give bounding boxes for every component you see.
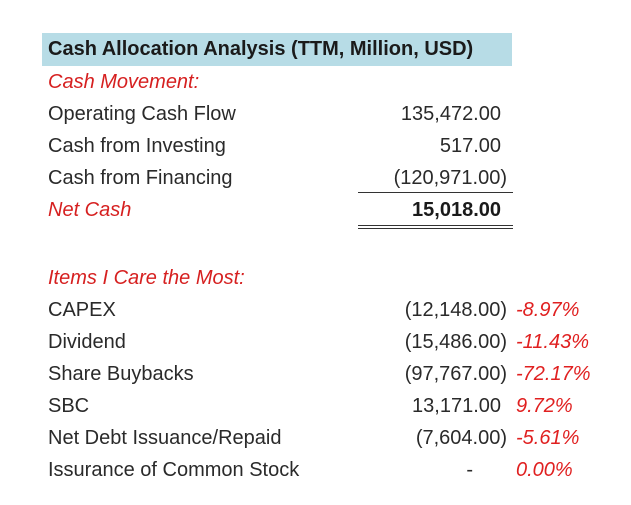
row-value: (15,486.00): [404, 331, 507, 353]
row-label: Issurance of Common Stock: [48, 459, 300, 481]
total-double-rule-bottom: [358, 228, 513, 229]
row-value: (97,767.00): [404, 363, 507, 385]
row-percent: -5.61%: [516, 427, 580, 449]
row-label: Operating Cash Flow: [48, 103, 236, 125]
table-row: Share Buybacks (97,767.00) -72.17%: [0, 358, 631, 390]
net-cash-value: 15,018.00: [412, 199, 501, 221]
row-label: Cash from Investing: [48, 135, 226, 157]
row-value: (7,604.00): [415, 427, 507, 449]
table-row: Cash from Financing (120,971.00): [0, 162, 631, 194]
row-label: SBC: [48, 395, 90, 417]
table-row: Issurance of Common Stock - 0.00%: [0, 454, 631, 486]
row-percent: 9.72%: [516, 395, 573, 417]
table-row: Net Debt Issuance/Repaid (7,604.00) -5.6…: [0, 422, 631, 454]
table-row: Dividend (15,486.00) -11.43%: [0, 326, 631, 358]
row-label: Net Debt Issuance/Repaid: [48, 427, 282, 449]
items-header-row: Items I Care the Most:: [0, 262, 631, 294]
total-double-rule-top: [358, 225, 513, 226]
table-row: Operating Cash Flow 135,472.00: [0, 98, 631, 130]
row-percent: -11.43%: [516, 331, 590, 353]
row-label: Cash from Financing: [48, 167, 233, 189]
net-cash-row: Net Cash 15,018.00: [0, 194, 631, 226]
subtotal-rule: [358, 192, 513, 193]
table-row: CAPEX (12,148.00) -8.97%: [0, 294, 631, 326]
row-percent: 0.00%: [516, 459, 573, 481]
row-label: CAPEX: [48, 299, 116, 321]
row-value: (12,148.00): [404, 299, 507, 321]
row-value: 13,171.00: [412, 395, 501, 417]
table-title: Cash Allocation Analysis (TTM, Million, …: [42, 33, 512, 66]
row-value: -: [466, 459, 473, 481]
row-label: Share Buybacks: [48, 363, 194, 385]
table-row: SBC 13,171.00 9.72%: [0, 390, 631, 422]
items-header: Items I Care the Most:: [48, 267, 245, 289]
net-cash-label: Net Cash: [48, 199, 132, 221]
row-value: 135,472.00: [400, 103, 501, 125]
row-label: Dividend: [48, 331, 126, 353]
row-value: (120,971.00): [393, 167, 507, 189]
row-percent: -72.17%: [516, 363, 591, 385]
cash-movement-header: Cash Movement:: [48, 71, 200, 93]
row-value: 517.00: [439, 135, 501, 157]
table-row: Cash from Investing 517.00: [0, 130, 631, 162]
cash-movement-header-row: Cash Movement:: [0, 66, 631, 98]
row-percent: -8.97%: [516, 299, 580, 321]
